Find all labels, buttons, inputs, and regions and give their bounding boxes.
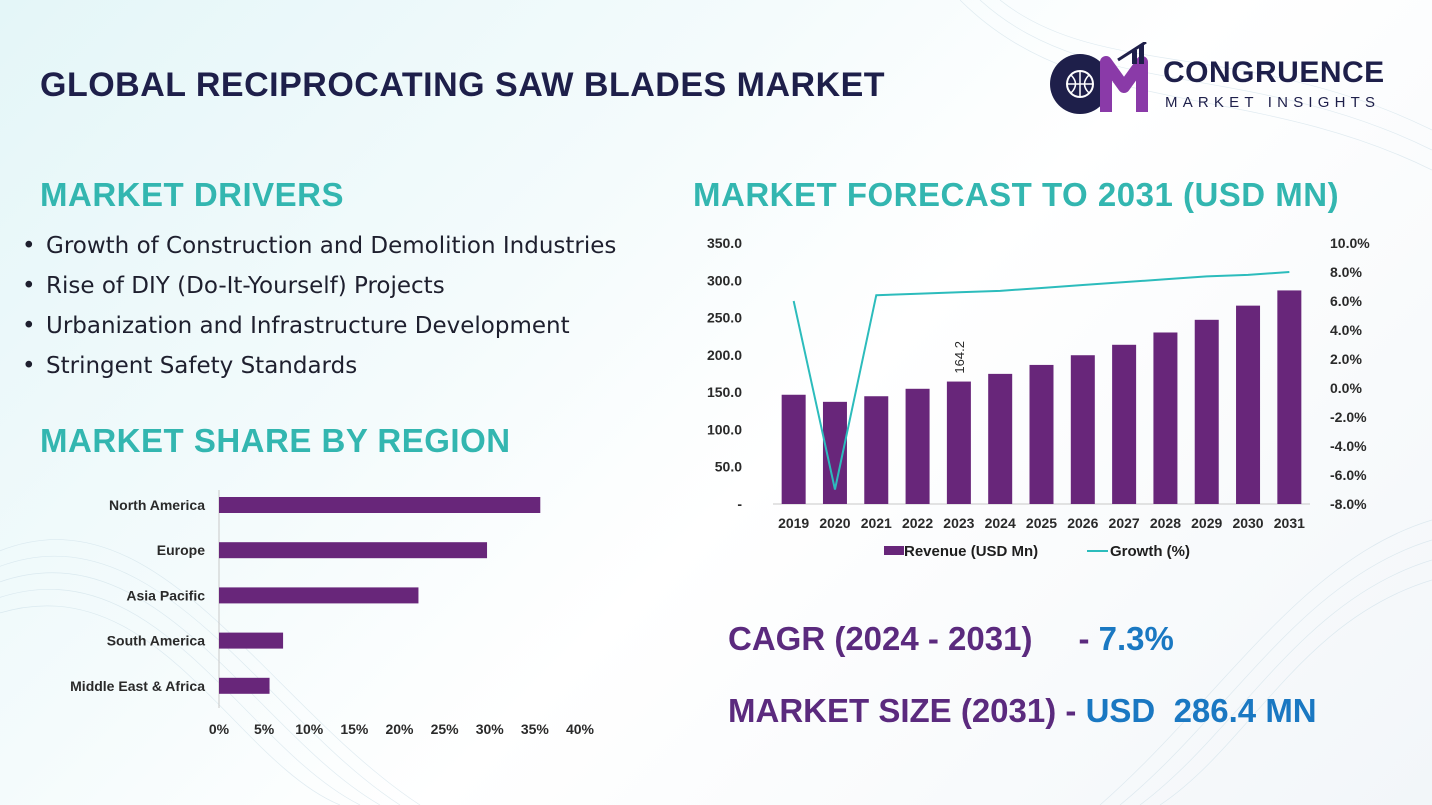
bar — [1277, 290, 1302, 504]
left-tick-label: 350.0 — [707, 235, 742, 251]
bar — [219, 587, 419, 604]
x-tick-label: 2028 — [1150, 515, 1181, 531]
left-tick-label: 150.0 — [707, 384, 742, 400]
x-tick-label: 2020 — [819, 515, 850, 531]
bar — [1236, 305, 1261, 504]
tick-label: 10% — [295, 721, 324, 737]
list-item: • Stringent Safety Standards — [22, 348, 616, 388]
drivers-list: • Growth of Construction and Demolition I… — [22, 228, 616, 388]
cagr-label: CAGR (2024 - 2031) — [728, 620, 1033, 657]
region-share-chart: North America Europe Asia Pacific South Ame… — [70, 490, 595, 737]
bullet-icon: • — [22, 313, 36, 339]
right-tick-label: 2.0% — [1330, 351, 1362, 367]
list-item: • Rise of DIY (Do-It-Yourself) Projects — [22, 268, 616, 308]
category-label: South America — [107, 633, 205, 649]
bar — [988, 373, 1013, 504]
bar — [219, 677, 270, 694]
legend-growth-label: Growth (%) — [1110, 543, 1190, 560]
bar — [864, 396, 889, 504]
left-tick-label: - — [737, 496, 742, 512]
bullet-icon: • — [22, 353, 36, 379]
left-tick-label: 200.0 — [707, 347, 742, 363]
bar — [219, 497, 541, 513]
x-tick-label: 2022 — [902, 515, 933, 531]
size-value: USD 286.4 MN — [1085, 692, 1317, 729]
logo-name: CONGRUENCE — [1163, 56, 1385, 89]
tick-label: 0% — [209, 721, 230, 737]
logo-tagline: MARKET INSIGHTS — [1165, 94, 1381, 111]
left-tick-label: 50.0 — [715, 459, 742, 475]
bar — [1029, 364, 1054, 504]
category-label: North America — [109, 497, 205, 513]
tick-label: 20% — [385, 721, 414, 737]
x-tick-label: 2025 — [1026, 515, 1057, 531]
right-tick-label: -8.0% — [1330, 496, 1367, 512]
right-tick-label: 6.0% — [1330, 293, 1362, 309]
bar — [219, 542, 488, 559]
x-tick-label: 2029 — [1191, 515, 1222, 531]
x-tick-label: 2021 — [861, 515, 892, 531]
list-item: • Growth of Construction and Demolition I… — [22, 228, 616, 268]
bar — [946, 381, 971, 504]
x-tick-label: 2027 — [1109, 515, 1140, 531]
size-label: MARKET SIZE (2031) — [728, 692, 1057, 729]
drivers-heading: MARKET DRIVERS — [40, 176, 345, 213]
legend-bar-swatch — [884, 546, 904, 555]
x-tick-label: 2026 — [1067, 515, 1098, 531]
market-size-kpi: MARKET SIZE (2031) - USD 286.4 MN — [728, 692, 1317, 730]
bar — [1194, 319, 1219, 504]
category-label: Europe — [157, 542, 205, 558]
bar — [781, 394, 806, 504]
data-label: 164.2 — [952, 341, 967, 374]
bar — [905, 388, 930, 504]
bar — [219, 632, 284, 649]
right-tick-label: 10.0% — [1330, 235, 1370, 251]
tick-label: 15% — [340, 721, 369, 737]
right-tick-label: -2.0% — [1330, 409, 1367, 425]
share-heading: MARKET SHARE BY REGION — [40, 422, 511, 459]
page-title: GLOBAL RECIPROCATING SAW BLADES MARKET — [40, 66, 886, 104]
left-tick-label: 250.0 — [707, 310, 742, 326]
growth-line — [792, 271, 1290, 490]
x-tick-label: 2019 — [778, 515, 809, 531]
tick-label: 40% — [566, 721, 595, 737]
right-tick-label: -4.0% — [1330, 438, 1367, 454]
left-tick-label: 100.0 — [707, 421, 742, 437]
bar — [1112, 344, 1137, 504]
tick-label: 25% — [431, 721, 460, 737]
size-separator: - — [1056, 692, 1086, 729]
tick-label: 35% — [521, 721, 550, 737]
cagr-value: 7.3% — [1098, 620, 1174, 657]
tick-label: 5% — [254, 721, 275, 737]
bullet-icon: • — [22, 233, 36, 259]
right-tick-label: 0.0% — [1330, 380, 1362, 396]
x-tick-label: 2030 — [1232, 515, 1263, 531]
category-label: Middle East & Africa — [70, 678, 205, 694]
right-tick-label: -6.0% — [1330, 467, 1367, 483]
bar — [1153, 332, 1178, 504]
legend-revenue-label: Revenue (USD Mn) — [904, 543, 1038, 560]
category-label: Asia Pacific — [126, 587, 205, 603]
right-tick-label: 4.0% — [1330, 322, 1362, 338]
company-logo — [1050, 42, 1148, 114]
cagr-kpi: CAGR (2024 - 2031) - 7.3% — [728, 620, 1174, 658]
right-tick-label: 8.0% — [1330, 264, 1362, 280]
x-tick-label: 2031 — [1274, 515, 1305, 531]
bar — [1070, 355, 1095, 504]
forecast-heading: MARKET FORECAST TO 2031 (USD MN) — [693, 176, 1340, 213]
tick-label: 30% — [476, 721, 505, 737]
left-tick-label: 300.0 — [707, 272, 742, 288]
list-item: • Urbanization and Infrastructure Develop… — [22, 308, 616, 348]
forecast-chart: - 50.0 100.0 150.0 200.0 250.0 300.0 350.0 -8.0%… — [707, 235, 1370, 560]
x-tick-label: 2023 — [943, 515, 974, 531]
bullet-icon: • — [22, 273, 36, 299]
x-tick-label: 2024 — [985, 515, 1016, 531]
cagr-separator: - — [1078, 620, 1099, 657]
